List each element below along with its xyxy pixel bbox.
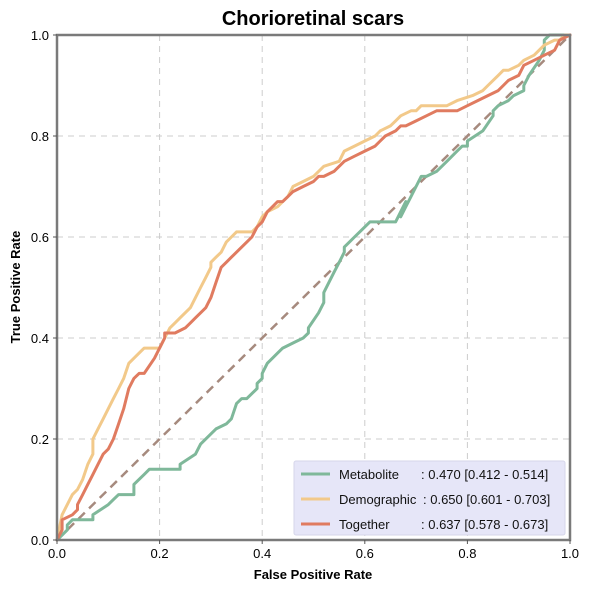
y-axis-label: True Positive Rate — [8, 231, 23, 344]
y-axis-ticks: 0.0 0.2 0.4 0.6 0.8 1.0 — [31, 28, 57, 548]
x-tick-label: 0.0 — [48, 546, 66, 561]
y-tick-label: 0.6 — [31, 230, 49, 245]
legend-auc-together: : 0.637 [0.578 - 0.673] — [421, 517, 548, 532]
x-tick-label: 0.6 — [356, 546, 374, 561]
legend-label-demographic: Demographic — [339, 492, 417, 507]
y-tick-label: 1.0 — [31, 28, 49, 43]
plot-frame — [55, 33, 572, 542]
y-tick-label: 0.0 — [31, 533, 49, 548]
series-line-demographic — [55, 33, 572, 542]
series-line-together — [55, 33, 572, 542]
y-tick-label: 0.4 — [31, 331, 49, 346]
x-axis-ticks: 0.0 0.2 0.4 0.6 0.8 1.0 — [48, 540, 579, 561]
y-tick-label: 0.2 — [31, 432, 49, 447]
legend-auc-demographic: : 0.650 [0.601 - 0.703] — [423, 492, 550, 507]
chart-title: Chorioretinal scars — [222, 8, 404, 30]
legend-label-together: Together — [339, 517, 390, 532]
x-tick-label: 0.8 — [458, 546, 476, 561]
series-line-metabolite — [55, 33, 572, 542]
legend-auc-metabolite: : 0.470 [0.412 - 0.514] — [421, 467, 548, 482]
legend-box — [293, 460, 566, 536]
x-tick-label: 1.0 — [561, 546, 579, 561]
y-tick-label: 0.8 — [31, 129, 49, 144]
legend: Metabolite : 0.470 [0.412 - 0.514] Demogra… — [293, 460, 566, 536]
grid — [57, 35, 570, 540]
series-layer — [55, 33, 572, 542]
x-axis-label: False Positive Rate — [254, 567, 373, 582]
x-tick-label: 0.2 — [151, 546, 169, 561]
legend-label-metabolite: Metabolite — [339, 467, 399, 482]
x-tick-label: 0.4 — [253, 546, 271, 561]
